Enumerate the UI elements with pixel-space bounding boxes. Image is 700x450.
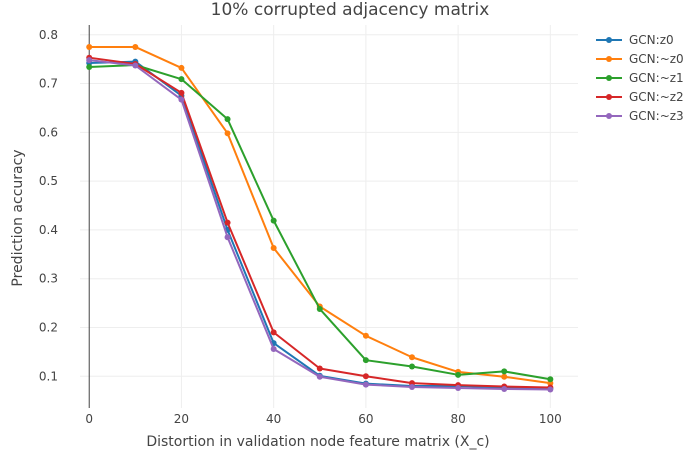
x-tick-label: 20: [174, 412, 189, 426]
y-tick-label: 0.8: [39, 28, 58, 42]
data-point[interactable]: [547, 386, 554, 393]
legend-swatch-marker: [606, 75, 612, 81]
data-point[interactable]: [501, 373, 508, 380]
data-point[interactable]: [178, 96, 185, 103]
legend-label: GCN:~z1: [629, 71, 684, 85]
data-point[interactable]: [455, 371, 462, 378]
series-layer: [86, 43, 554, 393]
legend-item[interactable]: GCN:z0: [596, 33, 674, 47]
data-point[interactable]: [178, 89, 185, 96]
data-point[interactable]: [224, 130, 231, 137]
series-line: [89, 60, 551, 390]
legend-swatch-marker: [606, 56, 612, 62]
data-point[interactable]: [409, 363, 415, 370]
legend-swatch-marker: [606, 113, 612, 119]
legend-swatch-marker: [606, 37, 612, 43]
series-1: [86, 43, 554, 387]
series-2: [86, 62, 554, 383]
grid-layer: [80, 25, 578, 408]
data-point[interactable]: [455, 384, 462, 391]
y-tick-label: 0.1: [39, 369, 58, 383]
data-point[interactable]: [224, 116, 231, 123]
data-point[interactable]: [316, 305, 323, 312]
legend-item[interactable]: GCN:~z0: [596, 52, 684, 66]
legend-item[interactable]: GCN:~z1: [596, 71, 684, 85]
y-tick-label: 0.2: [39, 320, 58, 334]
data-point[interactable]: [362, 332, 369, 339]
data-point[interactable]: [409, 384, 415, 391]
data-point[interactable]: [86, 63, 93, 70]
data-point[interactable]: [316, 373, 323, 380]
data-point[interactable]: [178, 64, 185, 71]
series-4: [86, 57, 554, 393]
data-point[interactable]: [270, 244, 277, 251]
data-point[interactable]: [86, 57, 93, 64]
data-point[interactable]: [224, 219, 231, 226]
series-line: [89, 59, 551, 391]
x-tick-label: 80: [450, 412, 465, 426]
series-3: [86, 54, 554, 391]
data-point[interactable]: [270, 345, 277, 352]
axis-layer: 0.1 0.2 0.3 0.4 0.5 0.6 0.7 0.8 0 20 40 60 80 100: [39, 25, 562, 426]
series-line: [89, 64, 551, 381]
x-axis-title: Distortion in validation node feature ma…: [146, 434, 489, 450]
legend-swatch-marker: [606, 94, 612, 100]
y-tick-label: 0.3: [39, 272, 58, 286]
data-point[interactable]: [547, 376, 554, 383]
legend-label: GCN:~z2: [629, 90, 684, 104]
data-point[interactable]: [362, 357, 369, 364]
data-point[interactable]: [224, 234, 231, 241]
data-point[interactable]: [362, 381, 369, 388]
legend-label: GCN:~z0: [629, 52, 684, 66]
x-tick-label: 60: [358, 412, 373, 426]
y-tick-label: 0.4: [39, 223, 58, 237]
data-point[interactable]: [132, 62, 139, 69]
data-point[interactable]: [270, 217, 277, 224]
data-point[interactable]: [270, 329, 277, 336]
legend[interactable]: GCN:z0 GCN:~z0 GCN:~z1 GCN:~z2 GCN:~z3: [596, 33, 684, 123]
chart-title: 10% corrupted adjacency matrix: [211, 0, 490, 20]
data-point[interactable]: [501, 368, 508, 375]
data-point[interactable]: [86, 43, 93, 50]
data-point[interactable]: [501, 385, 508, 392]
series-0: [86, 58, 554, 392]
x-tick-label: 100: [539, 412, 562, 426]
y-tick-label: 0.7: [39, 77, 58, 91]
x-tick-label: 0: [85, 412, 93, 426]
legend-item[interactable]: GCN:~z3: [596, 109, 684, 123]
legend-label: GCN:~z3: [629, 109, 684, 123]
legend-label: GCN:z0: [629, 33, 674, 47]
series-line: [89, 45, 551, 385]
data-point[interactable]: [316, 365, 323, 372]
y-axis-title: Prediction accuracy: [10, 149, 26, 286]
y-tick-label: 0.5: [39, 174, 58, 188]
series-line: [89, 56, 551, 389]
data-point[interactable]: [362, 373, 369, 380]
data-point[interactable]: [409, 354, 415, 361]
y-tick-label: 0.6: [39, 125, 58, 139]
legend-item[interactable]: GCN:~z2: [596, 90, 684, 104]
x-tick-label: 40: [266, 412, 281, 426]
data-point[interactable]: [132, 43, 139, 50]
data-point[interactable]: [178, 76, 185, 83]
